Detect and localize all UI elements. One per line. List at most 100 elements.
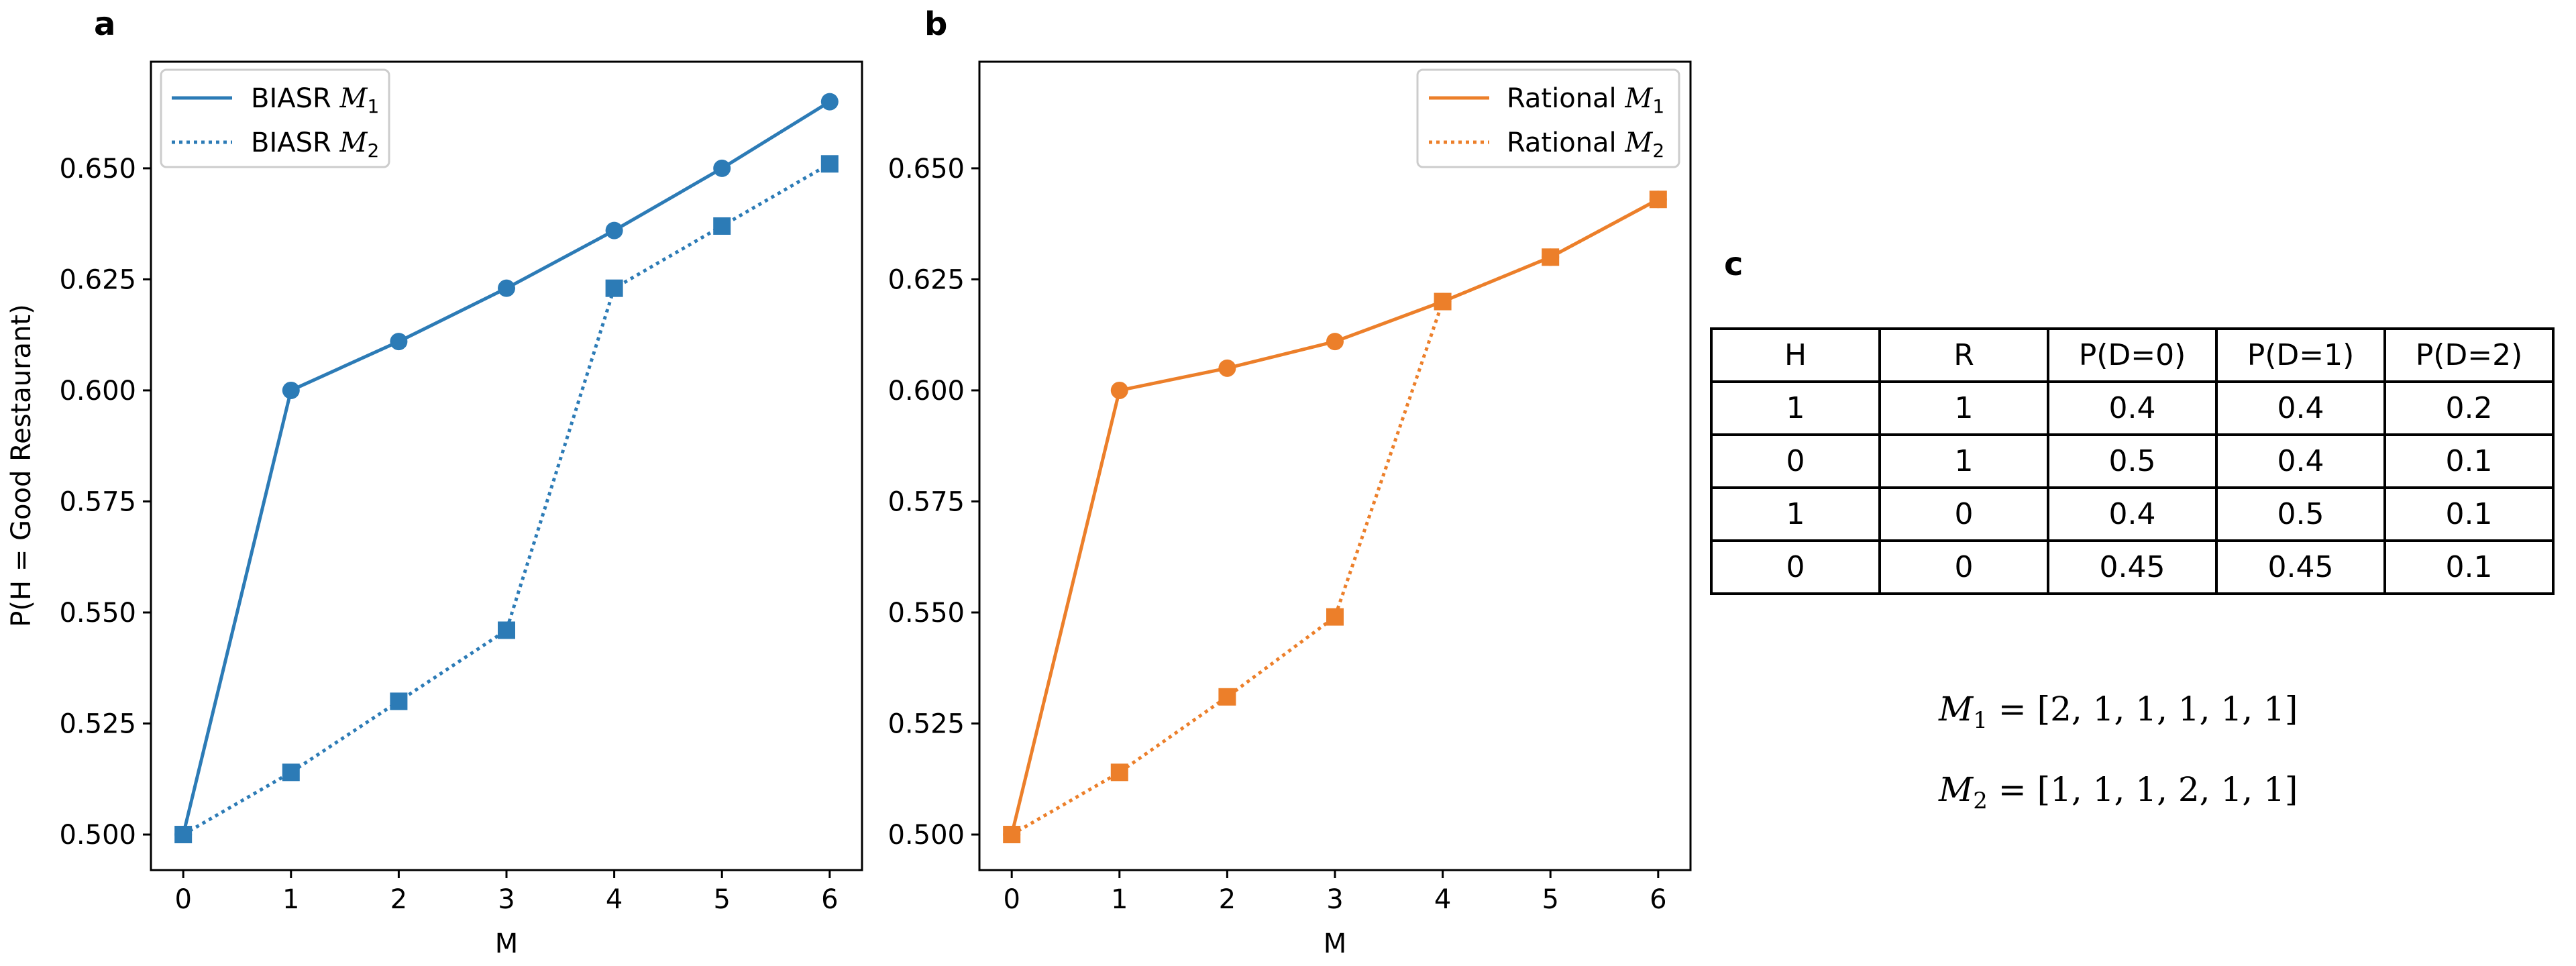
panel-c-label: c [1724, 246, 1743, 283]
x-tick-label: 4 [606, 884, 623, 915]
panel-a-ticks: 0 1 2 3 4 5 6 0.500 0.525 0.550 0.575 0.600 0.625 0.6… [59, 154, 838, 915]
data-point-circle [1326, 333, 1344, 351]
y-tick-label: 0.600 [59, 376, 136, 407]
table-cell: 0.1 [2383, 539, 2555, 595]
equation-m1: M1 = [2, 1, 1, 1, 1, 1] [1939, 690, 2298, 734]
x-tick-label: 3 [498, 884, 515, 915]
data-point-circle [282, 381, 300, 399]
data-point-square [713, 217, 731, 235]
y-tick-label: 0.575 [59, 486, 136, 517]
table-header-row: H R P(D=0) P(D=1) P(D=2) [1710, 327, 2555, 383]
y-tick-label: 0.550 [888, 598, 965, 629]
table-cell: 0.5 [2215, 486, 2386, 542]
data-point-square [1649, 191, 1667, 209]
panel-a-frame [150, 60, 863, 871]
data-point-circle [390, 333, 408, 351]
table-cell: 0 [1878, 486, 2049, 542]
legend-b-entry-1: Rational M1 [1507, 83, 1664, 117]
x-tick-label: 6 [1650, 884, 1666, 915]
data-point-circle [820, 93, 839, 111]
data-point-square [1003, 826, 1021, 844]
equation-m2: M2 = [1, 1, 1, 2, 1, 1] [1939, 770, 2298, 814]
table-header-cell: H [1710, 327, 1881, 383]
y-tick-label: 0.525 [59, 709, 136, 740]
y-tick-label: 0.500 [59, 820, 136, 851]
data-point-square [390, 692, 408, 710]
y-tick-label: 0.625 [888, 264, 965, 295]
table-header-cell: P(D=2) [2383, 327, 2555, 383]
table-cell: 0.1 [2383, 486, 2555, 542]
x-tick-label: 0 [1003, 884, 1020, 915]
table-cell: 1 [1878, 433, 2049, 489]
y-tick-label: 0.600 [888, 376, 965, 407]
x-tick-label: 0 [174, 884, 191, 915]
table-header-cell: P(D=0) [2047, 327, 2218, 383]
y-tick-label: 0.550 [59, 598, 136, 629]
panel-b-series [1003, 191, 1667, 844]
table-row: 1 0 0.4 0.5 0.1 [1710, 486, 2555, 542]
table-header-cell: P(D=1) [2215, 327, 2386, 383]
x-tick-label: 1 [282, 884, 299, 915]
y-tick-label: 0.525 [888, 709, 965, 740]
panel-b-ticks: 0 1 2 3 4 5 6 0.500 0.525 0.550 0.575 0.600 0.625 0.6… [888, 154, 1666, 915]
data-point-square [1326, 608, 1344, 626]
panel-a-xlabel: M [495, 928, 519, 959]
data-point-square [1218, 688, 1236, 706]
y-tick-label: 0.650 [888, 154, 965, 184]
data-point-circle [1218, 359, 1236, 377]
data-point-circle [713, 159, 731, 177]
table-cell: 1 [1710, 486, 1881, 542]
table-cell: 0.45 [2047, 539, 2218, 595]
table-row: 0 1 0.5 0.4 0.1 [1710, 433, 2555, 489]
table-cell: 0.1 [2383, 433, 2555, 489]
table-cell: 1 [1878, 380, 2049, 436]
table-cell: 0.4 [2215, 380, 2386, 436]
m1-series-line [181, 100, 831, 835]
data-point-square [820, 155, 839, 173]
table-row: 1 1 0.4 0.4 0.2 [1710, 380, 2555, 436]
panel-b-xlabel: M [1324, 928, 1347, 959]
x-tick-label: 3 [1326, 884, 1343, 915]
legend-b-entry-2: Rational M2 [1507, 127, 1664, 162]
data-point-square [605, 279, 623, 297]
y-tick-label: 0.625 [59, 264, 136, 295]
legend-a-entry-1: BIASR M1 [251, 83, 379, 117]
m2-series-line [1010, 198, 1659, 837]
y-tick-label: 0.575 [888, 486, 965, 517]
data-point-circle [1110, 381, 1128, 399]
table-cell: 0.4 [2047, 380, 2218, 436]
x-tick-label: 1 [1111, 884, 1128, 915]
panel-b-label: b [924, 5, 947, 43]
panel-a-legend: BIASR M1 BIASR M2 [160, 68, 390, 168]
panel-a-ylabel: P(H = Good Restaurant) [6, 304, 37, 627]
table-cell: 0.5 [2047, 433, 2218, 489]
data-point-square [282, 763, 300, 782]
probability-table-wrap: H R P(D=0) P(D=1) P(D=2) 1 1 0.4 0.4 0.2… [1710, 327, 2555, 595]
x-tick-label: 5 [713, 884, 730, 915]
table-cell: 0.2 [2383, 380, 2555, 436]
panel-b-frame [978, 60, 1692, 871]
m2-series-line [182, 162, 831, 837]
panel-a-label: a [94, 5, 115, 43]
data-point-square [1542, 248, 1560, 266]
probability-table: H R P(D=0) P(D=1) P(D=2) 1 1 0.4 0.4 0.2… [1710, 327, 2555, 595]
panel-a-series [174, 93, 839, 844]
data-point-circle [498, 279, 515, 297]
data-point-square [1110, 763, 1128, 782]
panel-b-legend: Rational M1 Rational M2 [1416, 68, 1680, 168]
table-cell: 0 [1710, 539, 1881, 595]
y-tick-label: 0.650 [59, 154, 136, 184]
x-tick-label: 2 [1219, 884, 1236, 915]
legend-a-entry-2: BIASR M2 [251, 127, 379, 162]
y-tick-label: 0.500 [888, 820, 965, 851]
table-cell: 0.4 [2215, 433, 2386, 489]
data-point-circle [605, 221, 623, 239]
data-point-square [174, 826, 193, 844]
data-point-square [498, 621, 515, 639]
table-cell: 0.4 [2047, 486, 2218, 542]
x-tick-label: 5 [1542, 884, 1558, 915]
data-point-square [1434, 292, 1452, 311]
table-header-cell: R [1878, 327, 2049, 383]
x-tick-label: 2 [390, 884, 407, 915]
